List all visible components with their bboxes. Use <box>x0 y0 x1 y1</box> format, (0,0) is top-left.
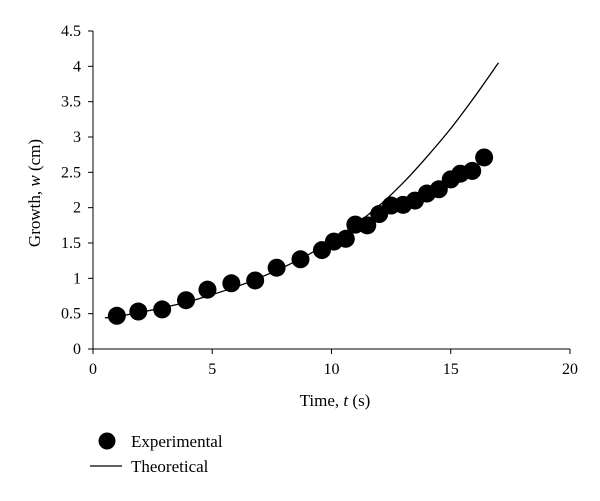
x-tick-label: 5 <box>208 361 216 378</box>
data-point-experimental <box>429 180 448 199</box>
series-layer <box>104 62 499 325</box>
data-point-experimental <box>153 300 172 319</box>
data-point-experimental <box>463 161 482 180</box>
data-point-experimental <box>336 229 355 248</box>
data-point-experimental <box>475 148 494 167</box>
legend-item-theoretical: Theoretical <box>90 457 209 476</box>
y-tick-label: 0 <box>73 341 81 358</box>
x-tick-label: 0 <box>89 361 97 378</box>
legend-label-theoretical: Theoretical <box>131 457 209 476</box>
data-point-experimental <box>358 216 377 235</box>
data-point-experimental <box>222 274 241 293</box>
y-tick-label: 1 <box>73 270 81 287</box>
x-tick-label: 15 <box>443 361 459 378</box>
x-tick-label: 20 <box>562 361 578 378</box>
y-tick-label: 0.5 <box>61 306 81 323</box>
data-point-experimental <box>129 302 148 321</box>
x-tick-label: 10 <box>324 361 340 378</box>
y-axis-title: Growth, w (cm) <box>25 139 44 247</box>
y-tick-label: 1.5 <box>61 235 81 252</box>
data-point-experimental <box>198 280 217 299</box>
y-tick-label: 2.5 <box>61 164 81 181</box>
legend-item-experimental: Experimental <box>98 432 223 451</box>
y-tick-label: 2 <box>73 200 81 217</box>
axes: 0 0.5 1 1.5 2 2.5 3 3.5 4 4.5 0 5 10 15 20 <box>61 23 578 378</box>
x-axis-title: Time, t (s) <box>300 391 371 410</box>
legend: Experimental Theoretical <box>90 432 223 476</box>
y-tick-label: 3 <box>73 129 81 146</box>
data-point-experimental <box>177 291 196 310</box>
y-tick-label: 4 <box>73 58 81 75</box>
y-tick-label: 4.5 <box>61 23 81 40</box>
legend-marker-experimental <box>98 432 116 450</box>
data-point-experimental <box>246 271 265 290</box>
data-point-experimental <box>291 250 310 269</box>
legend-label-experimental: Experimental <box>131 432 223 451</box>
data-point-experimental <box>267 258 286 277</box>
y-tick-label: 3.5 <box>61 94 81 111</box>
data-point-experimental <box>107 306 126 325</box>
